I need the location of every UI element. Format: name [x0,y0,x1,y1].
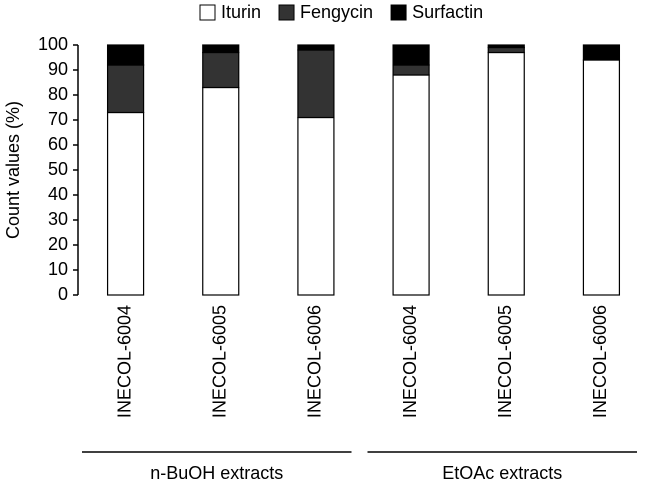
x-tick-label: INECOL-6006 [305,305,325,418]
y-tick-label: 20 [48,234,68,254]
bar-segment [297,44,335,51]
y-tick-label: 60 [48,134,68,154]
y-tick-label: 30 [48,209,68,229]
y-tick-label: 10 [48,259,68,279]
y-tick-label: 40 [48,184,68,204]
x-tick-label: INECOL-6005 [210,305,230,418]
y-tick-label: 100 [38,34,68,54]
bar-segment [487,46,525,54]
x-tick-label: INECOL-6004 [114,305,134,418]
bar-segment [202,86,240,296]
legend-swatch [199,4,216,21]
group-label: n-BuOH extracts [150,463,283,483]
bar-segment [392,64,430,76]
bar-segment [297,116,335,296]
group-label: EtOAc extracts [442,463,562,483]
bar-segment [392,44,430,66]
y-tick-label: 90 [48,59,68,79]
bar-segment [487,44,525,49]
legend-label: Fengycin [300,2,373,22]
bar-segment [202,44,240,54]
bar-segment [202,51,240,89]
legend-label: Iturin [221,2,261,22]
bar-segment [487,51,525,296]
y-tick-label: 70 [48,109,68,129]
bar-segment [106,111,145,296]
legend-label: Surfactin [412,2,483,22]
y-tick-label: 0 [58,284,68,304]
y-tick-label: 50 [48,159,68,179]
bar-segment [106,44,145,66]
y-axis-label: Count values (%) [3,101,23,239]
legend-swatch [390,4,407,21]
x-tick-label: INECOL-6005 [495,305,515,418]
y-tick-label: 80 [48,84,68,104]
bar-segment [297,49,335,119]
bar-segment [582,59,621,296]
bar-segment [392,74,430,296]
bar-segment [582,44,621,61]
x-tick-label: INECOL-6004 [400,305,420,418]
legend-swatch [278,4,295,21]
bar-segment [106,64,145,114]
x-tick-label: INECOL-6006 [590,305,610,418]
